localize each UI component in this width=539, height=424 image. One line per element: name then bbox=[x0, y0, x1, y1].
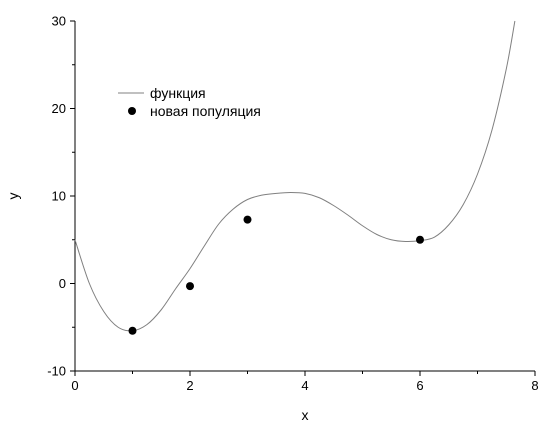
x-tick-label: 4 bbox=[301, 378, 308, 393]
population-point bbox=[416, 235, 424, 244]
y-tick-label: 20 bbox=[52, 101, 66, 116]
y-tick-label: 30 bbox=[52, 14, 66, 29]
plot-frame bbox=[74, 21, 535, 372]
legend: функция новая популяция bbox=[118, 85, 261, 119]
legend-label-population: новая популяция bbox=[150, 103, 261, 119]
y-axis-label: y bbox=[5, 193, 21, 200]
x-axis-label: x bbox=[302, 407, 309, 423]
series-layer bbox=[74, 20, 516, 335]
x-tick-label: 8 bbox=[531, 378, 538, 393]
tick-labels: 0 2 4 6 8 -10 0 10 20 30 bbox=[47, 14, 538, 394]
population-point bbox=[186, 282, 194, 291]
x-tick-label: 6 bbox=[416, 378, 423, 393]
legend-marker-swatch bbox=[128, 107, 136, 115]
population-point bbox=[128, 326, 137, 335]
population-point bbox=[243, 215, 252, 224]
legend-label-function: функция bbox=[150, 85, 206, 101]
y-tick-label: 0 bbox=[59, 276, 66, 291]
x-tick-label: 2 bbox=[186, 378, 193, 393]
x-tick-label: 0 bbox=[71, 378, 78, 393]
y-tick-label: -10 bbox=[47, 364, 66, 379]
y-tick-label: 10 bbox=[52, 189, 66, 204]
axis-ticks bbox=[70, 20, 536, 376]
function-curve bbox=[74, 20, 516, 332]
